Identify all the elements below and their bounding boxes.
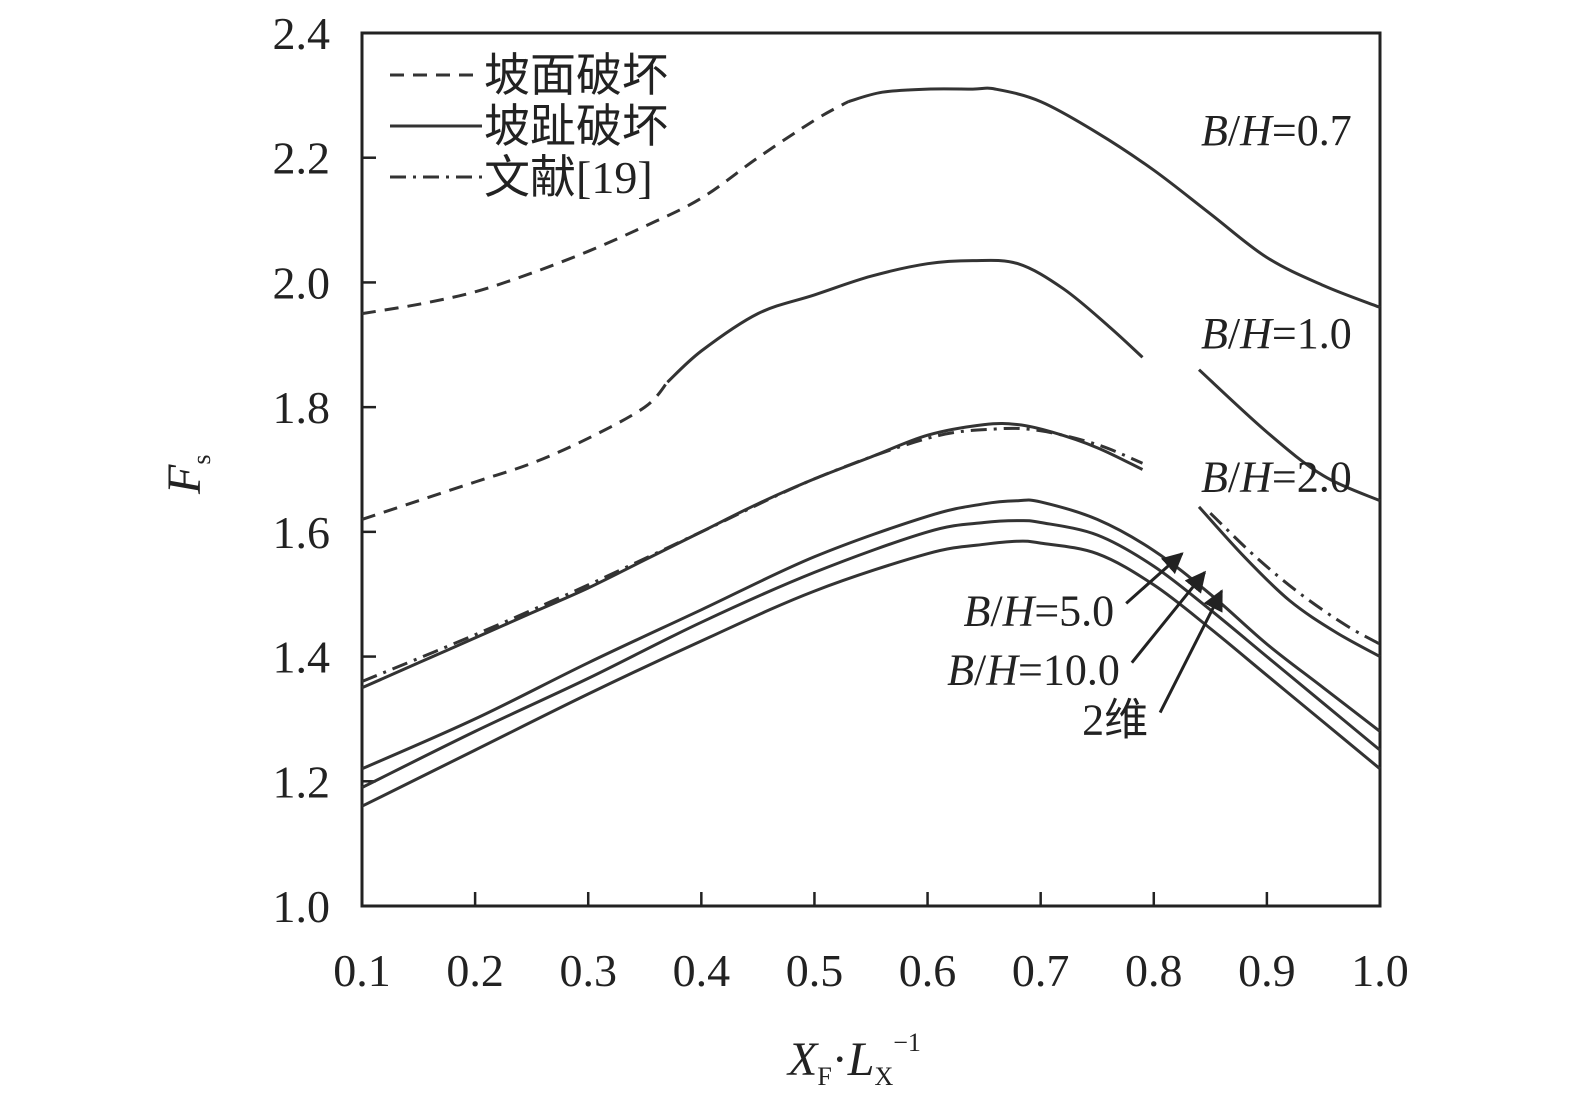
- series-line-1-seg-2: [1197, 368, 1381, 503]
- y-tick-label: 1.8: [273, 382, 331, 433]
- x-tick-label: 0.5: [786, 945, 844, 996]
- y-axis-title-sub: s: [187, 455, 216, 465]
- annotation-arrow: [1125, 552, 1184, 605]
- x-axis-title-dot: ·: [832, 1033, 848, 1086]
- series-line-0-seg-0: [361, 100, 850, 316]
- series-line-3-seg-0: [361, 426, 1144, 683]
- x-axis-title-sub-2: X: [874, 1062, 893, 1091]
- series-line-6-seg-0: [361, 539, 1381, 808]
- legend-label: 文献[19]: [484, 152, 653, 203]
- annotation-arrow: [1130, 570, 1206, 664]
- series-line-1-seg-1: [666, 258, 1144, 384]
- legend-label: 坡面破坏: [484, 50, 668, 101]
- y-tick-label: 1.4: [273, 632, 331, 683]
- series-line-5-seg-0: [361, 519, 1381, 789]
- curves: [361, 86, 1381, 808]
- x-tick-label: 0.7: [1012, 945, 1070, 996]
- plot-frame: [360, 31, 1382, 908]
- series-line-3-seg-1: [1209, 512, 1381, 646]
- x-axis-title-sup: −1: [893, 1028, 921, 1057]
- curve-labels: B/H=0.7 B/H=1.0 B/H=2.0 B/H=5.0 B/H=10.02维: [947, 106, 1352, 744]
- y-tick-label: 1.0: [273, 881, 331, 932]
- y-axis-title-main: F: [158, 464, 211, 495]
- curve-label: B/H=5.0: [963, 586, 1114, 635]
- y-tick-label: 1.6: [273, 507, 331, 558]
- series-line-1-seg-0: [361, 381, 669, 521]
- curve-label: B/H=1.0: [1201, 309, 1352, 358]
- x-tick-label: 1.0: [1351, 945, 1409, 996]
- x-tick-label: 0.6: [899, 945, 957, 996]
- y-axis-title: Fs: [158, 455, 216, 495]
- y-tick-label: 2.4: [273, 8, 331, 59]
- x-tick-label: 0.1: [333, 945, 391, 996]
- annotation-arrows: [1125, 552, 1223, 714]
- x-tick-label: 0.9: [1238, 945, 1296, 996]
- curve-label: B/H=2.0: [1201, 452, 1352, 501]
- series-line-2-seg-1: [1197, 505, 1381, 658]
- y-tick-label: 2.2: [273, 133, 331, 184]
- x-tick-label: 0.2: [446, 945, 504, 996]
- axis-ticks: 0.1 0.2 0.3 0.4 0.5 0.6 0.7 0.8 0.9 1.0 1.0 1.2 1.4 1…: [273, 8, 1409, 996]
- curve-label: B/H=0.7: [1201, 106, 1352, 155]
- x-tick-label: 0.4: [673, 945, 731, 996]
- x-tick-label: 0.8: [1125, 945, 1183, 996]
- series-line-0-seg-1: [847, 86, 1381, 309]
- y-tick-label: 2.0: [273, 257, 331, 308]
- x-axis-title-main-1: X: [786, 1033, 819, 1086]
- x-axis-title-sub-1: F: [817, 1062, 831, 1091]
- x-tick-label: 0.3: [559, 945, 617, 996]
- annotation-arrow: [1158, 589, 1223, 714]
- y-tick-label: 1.2: [273, 756, 331, 807]
- series-line-4-seg-0: [361, 498, 1381, 771]
- x-axis-title-main-2: L: [847, 1033, 875, 1086]
- legend-label: 坡趾破坏: [484, 101, 668, 152]
- curve-label: B/H=10.0: [947, 646, 1120, 695]
- x-axis-title: XF·LX−1: [786, 1028, 921, 1091]
- curve-label: 2维: [1082, 696, 1148, 745]
